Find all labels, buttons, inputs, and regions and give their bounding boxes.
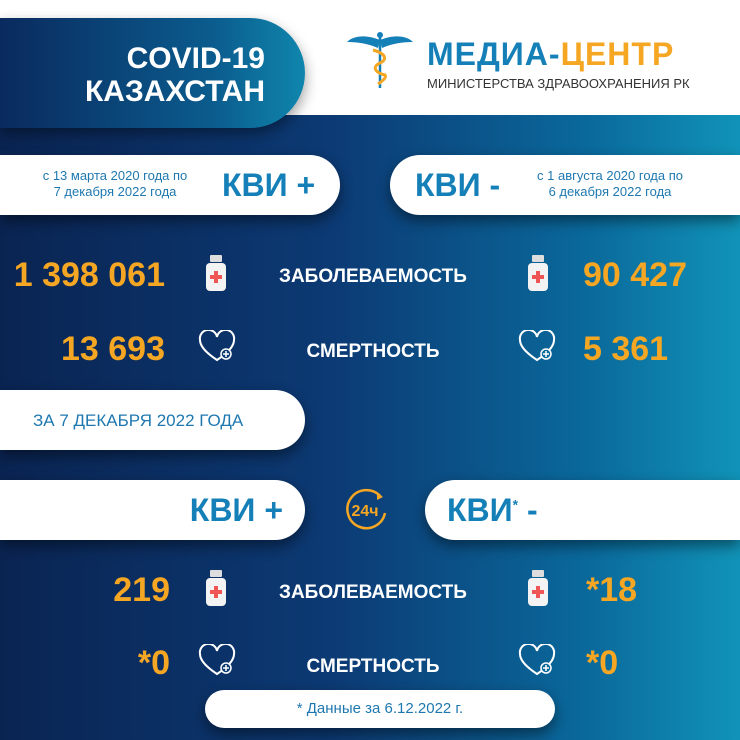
cumulative-negative-cases: 90 427 [583,256,687,294]
footnote: * Данные за 6.12.2022 г. [205,690,555,728]
caduceus-icon [347,32,413,88]
deaths-label: СМЕРТНОСТЬ [306,656,440,677]
heart-plus-icon [198,644,236,676]
logo-subtitle: МИНИСТЕРСТВА ЗДРАВООХРАНЕНИЯ РК [427,76,690,91]
medicine-bottle-icon [528,255,548,291]
medicine-bottle-icon [206,255,226,291]
daily-positive-deaths: *0 [137,644,170,682]
kvi-negative-label: КВИ - [415,167,501,203]
heart-plus-icon [198,330,236,362]
kvi-positive-label: КВИ + [222,167,316,203]
deaths-label: СМЕРТНОСТЬ [306,341,440,362]
cases-label: ЗАБОЛЕВАЕМОСТЬ [279,582,467,603]
daily-negative-header: КВИ* - [425,480,740,540]
period-line2: 6 декабря 2022 года [548,184,672,199]
cases-label: ЗАБОЛЕВАЕМОСТЬ [279,266,467,287]
period-line2: 7 декабря 2022 года [53,184,177,199]
kvi-negative-label: КВИ* - [447,492,538,528]
daily-date-header: ЗА 7 ДЕКАБРЯ 2022 ГОДА [0,390,305,450]
svg-text:24ч: 24ч [351,503,378,520]
daily-positive-cases: 219 [113,571,170,609]
24h-clock-icon: 24ч [346,488,387,530]
period-line1: с 1 августа 2020 года по [537,168,683,183]
period-line1: с 13 марта 2020 года по [42,168,188,183]
title-line2: КАЗАХСТАН [85,75,265,108]
media-center-logo: МЕДИА-ЦЕНТР МИНИСТЕРСТВА ЗДРАВООХРАНЕНИЯ… [345,30,715,95]
kvi-positive-label: КВИ + [189,492,283,528]
daily-date-label: ЗА 7 ДЕКАБРЯ 2022 ГОДА [33,411,244,430]
medicine-bottle-icon [206,570,226,606]
daily-negative-deaths: *0 [586,644,619,682]
cumulative-positive-deaths: 13 693 [61,330,165,368]
heart-plus-icon [518,644,556,676]
daily-negative-cases: *18 [586,571,638,609]
cumulative-negative-deaths: 5 361 [583,330,669,368]
medicine-bottle-icon [528,570,548,606]
logo-title: МЕДИА-ЦЕНТР [427,36,675,72]
heart-plus-icon [518,330,556,362]
title-line1: COVID-19 [126,42,265,75]
title-banner: COVID-19 КАЗАХСТАН [0,18,305,128]
cumulative-positive-header: с 13 марта 2020 года по 7 декабря 2022 го… [0,155,340,215]
cumulative-positive-cases: 1 398 061 [13,256,165,294]
cumulative-negative-header: КВИ - с 1 августа 2020 года по 6 декабря … [390,155,740,215]
daily-positive-header: КВИ + [0,480,305,540]
